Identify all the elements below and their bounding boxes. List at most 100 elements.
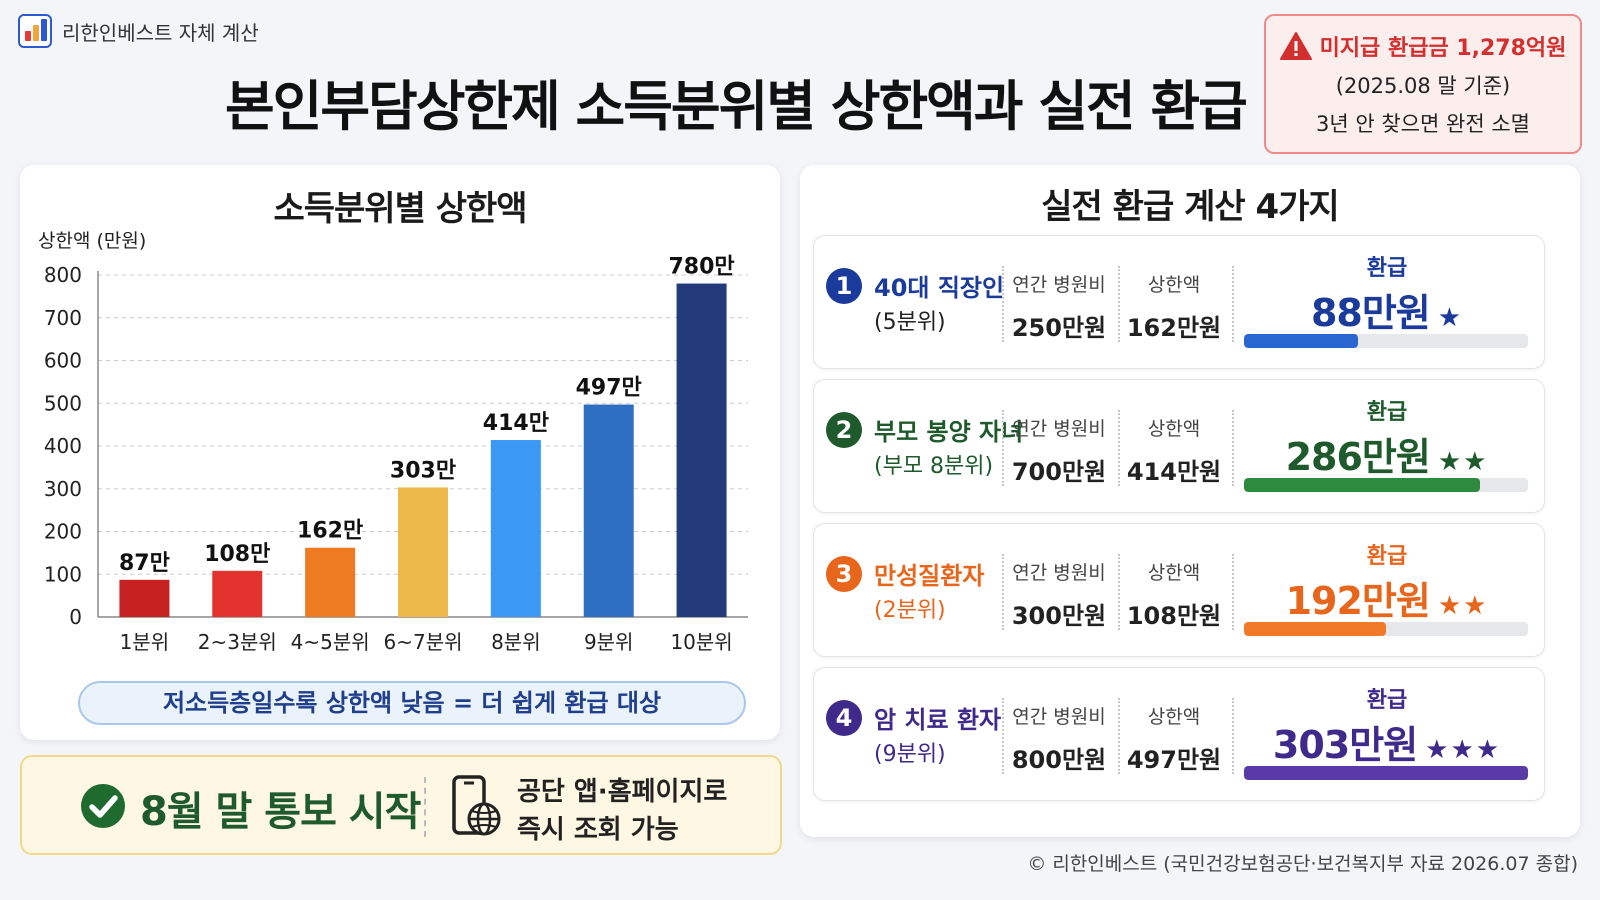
bar-value-label: 108만 [204, 542, 270, 567]
calc-item: 3 만성질환자 (2분위) 연간 병원비 300만원 상한액 108만원 환급 192만원 ★★ [813, 523, 1545, 657]
bar [212, 570, 263, 617]
notice-sub-line-1: 공단 앱·홈페이지로 [517, 777, 728, 807]
bar-value-label: 303만 [390, 458, 456, 483]
refund-label: 환급 [1366, 688, 1408, 713]
calc-case-name: 만성질환자 [874, 562, 985, 590]
brand-name: 리한인베스트 자체 계산 [62, 20, 259, 45]
divider [1002, 698, 1004, 774]
refund-progress-track [1244, 478, 1528, 492]
x-tick-label: 9분위 [584, 630, 634, 654]
refund-progress-track [1244, 766, 1528, 780]
divider [424, 777, 426, 837]
cap-value: 497만원 [1126, 746, 1222, 774]
y-tick-label: 800 [44, 263, 82, 287]
y-tick-label: 500 [44, 391, 82, 415]
calc-case-name: 부모 봉양 자녀 [874, 418, 1024, 446]
cap-label: 상한액 [1147, 274, 1201, 296]
notice-sub-text: 공단 앱·홈페이지로 즉시 조회 가능 [517, 773, 727, 849]
divider [1118, 554, 1120, 630]
divider [1232, 554, 1234, 630]
bar-value-label: 414만 [483, 411, 549, 436]
refund-value: 303만원 [1272, 723, 1418, 767]
calc-number-badge: 3 [826, 556, 862, 592]
chart-title: 소득분위별 상한액 [273, 189, 527, 229]
refund-amount: 192만원 ★★ [1244, 570, 1530, 625]
notice-banner: 8월 말 통보 시작 공단 앱·홈페이지로 즉시 조회 가능 [20, 755, 782, 855]
divider [1002, 266, 1004, 342]
refund-value: 88만원 [1310, 291, 1431, 335]
divider [1002, 554, 1004, 630]
check-circle-icon [81, 784, 125, 828]
cap-value: 162만원 [1126, 314, 1222, 342]
cost-value: 700만원 [1011, 458, 1107, 486]
star-rating-icon: ★★ [1437, 591, 1489, 621]
x-tick-label: 6~7분위 [383, 630, 462, 654]
cost-value: 300만원 [1011, 602, 1107, 630]
warning-icon [1279, 32, 1312, 60]
refund-progress-track [1244, 334, 1528, 348]
cost-label: 연간 병원비 [1012, 562, 1106, 584]
bar [676, 283, 727, 617]
alert-headline-row: 미지급 환급금 1,278억원 [1266, 30, 1580, 62]
bar-value-label: 87만 [119, 551, 170, 576]
refund-amount: 88만원 ★ [1244, 282, 1530, 337]
alert-expiry: 3년 안 찾으면 완전 소멸 [1316, 112, 1530, 136]
calc-case-category: (5분위) [874, 310, 946, 335]
y-tick-label: 300 [44, 477, 82, 501]
footer-credit: © 리한인베스트 (국민건강보험공단·보건복지부 자료 2026.07 종합) [1027, 853, 1578, 875]
bar [119, 579, 170, 617]
cost-value: 250만원 [1011, 314, 1107, 342]
calc-number-badge: 4 [826, 700, 862, 736]
star-rating-icon: ★★★ [1425, 735, 1502, 765]
x-tick-label: 2~3분위 [198, 630, 277, 654]
chart-note: 저소득층일수록 상한액 낮음 = 더 쉽게 환급 대상 [78, 681, 746, 725]
page-title: 본인부담상한제 소득분위별 상한액과 실전 환급 계산 [225, 75, 1360, 138]
divider [1232, 410, 1234, 486]
refund-progress-fill [1244, 622, 1386, 636]
x-tick-label: 1분위 [120, 630, 170, 654]
notice-sub-line-2: 즉시 조회 가능 [517, 815, 679, 845]
cost-label: 연간 병원비 [1012, 706, 1106, 728]
refund-value: 286만원 [1285, 435, 1431, 479]
calc-case-category: (9분위) [874, 742, 946, 767]
refund-label: 환급 [1366, 544, 1408, 569]
cap-label: 상한액 [1147, 562, 1201, 584]
calc-case-category: (부모 8분위) [874, 454, 994, 479]
calc-item: 2 부모 봉양 자녀 (부모 8분위) 연간 병원비 700만원 상한액 414만원 환급 28… [813, 379, 1545, 513]
calc-case-name: 암 치료 환자 [874, 706, 1002, 734]
divider [1232, 266, 1234, 342]
x-tick-label: 10분위 [670, 630, 732, 654]
divider [1232, 698, 1234, 774]
bar-chart-icon [18, 14, 52, 48]
bar-chart: 상한액 (만원) 0 100 200 300 400 500 600 700 800 87만 1분위 1… [38, 230, 748, 654]
cost-label: 연간 병원비 [1012, 418, 1106, 440]
bar [583, 404, 634, 617]
cap-label: 상한액 [1147, 418, 1201, 440]
bar [490, 440, 541, 617]
bar-value-label: 497만 [576, 376, 642, 401]
divider [1118, 698, 1120, 774]
cap-label: 상한액 [1147, 706, 1201, 728]
divider [1118, 410, 1120, 486]
star-rating-icon: ★★ [1437, 447, 1489, 477]
phone-globe-icon [452, 775, 501, 836]
notice-main-text: 8월 말 통보 시작 [140, 789, 421, 835]
calc-title: 실전 환급 계산 4가지 [1041, 187, 1339, 227]
y-tick-label: 400 [44, 434, 82, 458]
refund-amount: 303만원 ★★★ [1244, 714, 1530, 769]
refund-progress-fill [1244, 766, 1528, 780]
cost-label: 연간 병원비 [1012, 274, 1106, 296]
unpaid-refund-alert: 미지급 환급금 1,278억원 (2025.08 말 기준) 3년 안 찾으면 … [1264, 14, 1582, 154]
refund-value: 192만원 [1285, 579, 1431, 623]
calc-item: 1 40대 직장인 (5분위) 연간 병원비 250만원 상한액 162만원 환급 88만원 ★ [813, 235, 1545, 369]
bar [398, 487, 448, 617]
y-tick-label: 0 [69, 605, 82, 629]
divider [1118, 266, 1120, 342]
divider [1002, 410, 1004, 486]
y-axis-label: 상한액 (만원) [38, 230, 146, 252]
alert-headline: 미지급 환급금 1,278억원 [1319, 36, 1567, 61]
calc-number-badge: 1 [826, 268, 862, 304]
refund-progress-track [1244, 622, 1528, 636]
refund-progress-fill [1244, 478, 1480, 492]
